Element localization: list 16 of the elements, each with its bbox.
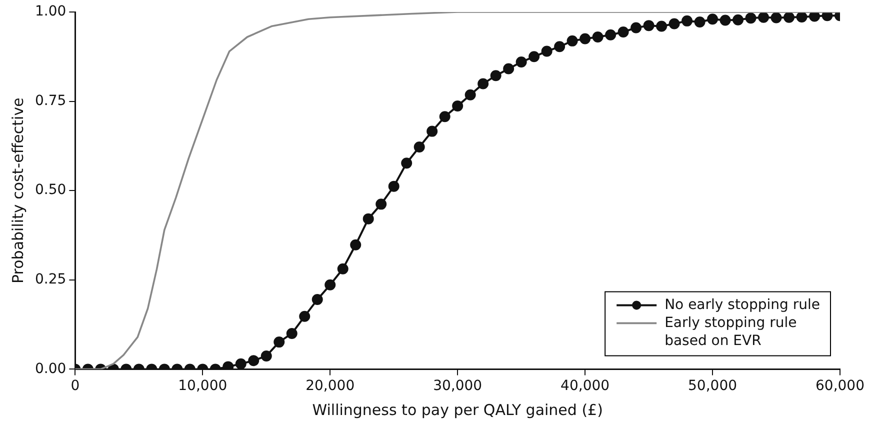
x-tick-label: 30,000 [433,378,482,394]
y-axis-title: Probability cost-effective [8,98,27,284]
legend-label: No early stopping rule [664,296,820,313]
y-tick-label: 0.00 [35,360,66,377]
y-tick-label: 0.75 [35,92,66,109]
y-tick-label: 1.00 [35,4,66,20]
x-axis-title: Willingness to pay per QALY gained (£) [312,400,603,419]
x-tick-label: 20,000 [306,378,355,394]
x-tick-label: 50,000 [688,378,738,394]
y-tick-label: 0.25 [35,272,66,288]
x-tick-label: 10,000 [178,378,228,394]
y-tick-label: 0.50 [35,182,66,198]
x-tick-label: 60,000 [816,378,864,394]
x-tick-label: 40,000 [560,378,610,394]
x-tick-label: 0 [70,378,80,394]
legend-label: Early stopping rule based on EVR [664,314,797,349]
